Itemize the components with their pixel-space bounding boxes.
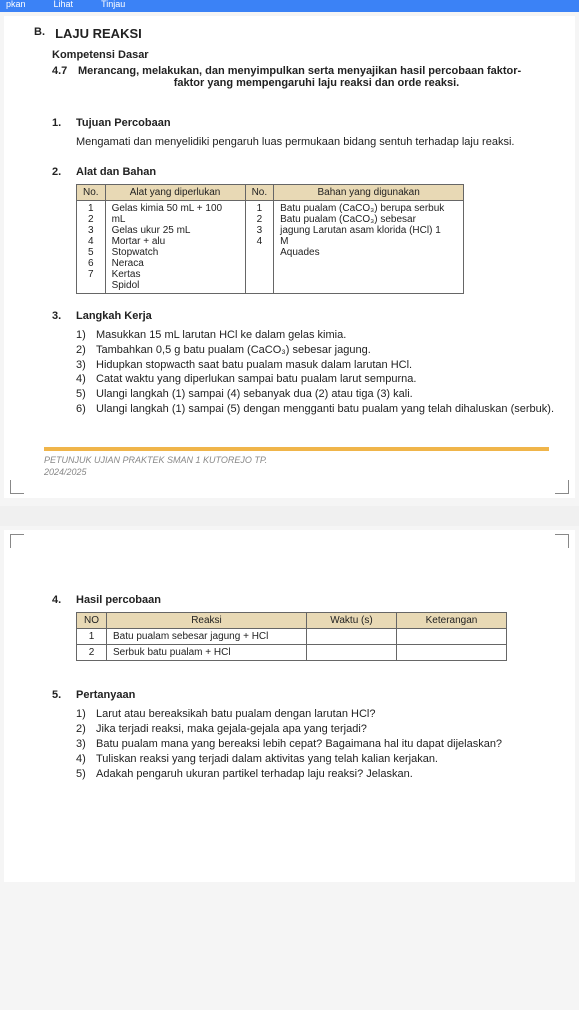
sub-title: Pertanyaan (76, 689, 135, 701)
list-number: 2) (76, 722, 96, 737)
th-no: No. (245, 184, 274, 200)
sub-title: Hasil percobaan (76, 594, 161, 606)
list-text: Batu pualam mana yang bereaksi lebih cep… (96, 737, 559, 752)
section-title: LAJU REAKSI (55, 26, 142, 41)
list-text: Ulangi langkah (1) sampai (4) sebanyak d… (96, 387, 559, 402)
kd-label: Kompetensi Dasar (52, 49, 559, 61)
list-text: Adakah pengaruh ukuran partikel terhadap… (96, 767, 559, 782)
table-cell: 1 (77, 629, 107, 645)
sub-number: 4. (52, 594, 76, 606)
corner-icon (10, 534, 24, 548)
sub-title: Tujuan Percobaan (76, 117, 171, 129)
table-cell (397, 645, 507, 661)
list-text: Hidupkan stopwacth saat batu pualam masu… (96, 358, 559, 373)
sub-number: 3. (52, 310, 76, 322)
sub-number: 2. (52, 166, 76, 178)
list-number: 1) (76, 328, 96, 343)
sub-number: 1. (52, 117, 76, 129)
th-ket: Keterangan (397, 613, 507, 629)
list-number: 4) (76, 372, 96, 387)
corner-icon (10, 480, 24, 494)
bahan-items: Batu pualam (CaCO₃) berupa serbuk Batu p… (274, 200, 464, 293)
subsection-pertanyaan: 5. Pertanyaan (52, 689, 559, 701)
list-number: 5) (76, 387, 96, 402)
list-text: Masukkan 15 mL larutan HCl ke dalam gela… (96, 328, 559, 343)
section-letter: B. (34, 26, 52, 38)
th-alat: Alat yang diperlukan (105, 184, 245, 200)
bahan-nos: 1 2 3 4 (245, 200, 274, 293)
footer-bar (44, 445, 549, 451)
list-text: Jika terjadi reaksi, maka gejala-gejala … (96, 722, 559, 737)
corner-icon (555, 534, 569, 548)
th-no: NO (77, 613, 107, 629)
th-bahan: Bahan yang digunakan (274, 184, 464, 200)
th-reaksi: Reaksi (107, 613, 307, 629)
hasil-table: NO Reaksi Waktu (s) Keterangan 1Batu pua… (76, 612, 507, 661)
list-number: 4) (76, 752, 96, 767)
list-number: 1) (76, 707, 96, 722)
table-cell: Serbuk batu pualam + HCl (107, 645, 307, 661)
kd-number: 4.7 (52, 65, 78, 77)
table-cell (307, 645, 397, 661)
list-text: Tambahkan 0,5 g batu pualam (CaCO₃) sebe… (96, 343, 559, 358)
list-number: 3) (76, 358, 96, 373)
page-2: 4. Hasil percobaan NO Reaksi Waktu (s) K… (4, 530, 575, 881)
alat-items: Gelas kimia 50 mL + 100 mL Gelas ukur 25… (105, 200, 245, 293)
subsection-langkah: 3. Langkah Kerja (52, 310, 559, 322)
list-number: 6) (76, 402, 96, 417)
page-gap (0, 506, 579, 526)
tujuan-body: Mengamati dan menyelidiki pengaruh luas … (76, 135, 549, 150)
langkah-list: 1)Masukkan 15 mL larutan HCl ke dalam ge… (76, 328, 559, 417)
alat-nos: 1 2 3 4 5 6 7 (77, 200, 106, 293)
sub-number: 5. (52, 689, 76, 701)
list-text: Catat waktu yang diperlukan sampai batu … (96, 372, 559, 387)
alat-table: No. Alat yang diperlukan No. Bahan yang … (76, 184, 464, 294)
menu-item[interactable]: pkan (6, 0, 26, 8)
page-1: B. LAJU REAKSI Kompetensi Dasar 4.7 Mera… (4, 16, 575, 498)
table-cell: Batu pualam sebesar jagung + HCl (107, 629, 307, 645)
list-text: Tuliskan reaksi yang terjadi dalam aktiv… (96, 752, 559, 767)
pertanyaan-list: 1)Larut atau bereaksikah batu pualam den… (76, 707, 559, 781)
kd-text-line2: faktor yang mempengaruhi laju reaksi dan… (114, 77, 519, 89)
th-waktu: Waktu (s) (307, 613, 397, 629)
menu-item[interactable]: Lihat (54, 0, 74, 8)
footer-text: PETUNJUK UJIAN PRAKTEK SMAN 1 KUTOREJO T… (44, 455, 549, 478)
table-cell: 2 (77, 645, 107, 661)
menu-bar: pkan Lihat Tinjau (0, 0, 579, 12)
sub-title: Langkah Kerja (76, 310, 152, 322)
menu-item[interactable]: Tinjau (101, 0, 125, 8)
sub-title: Alat dan Bahan (76, 166, 156, 178)
subsection-hasil: 4. Hasil percobaan (52, 594, 559, 606)
table-cell (397, 629, 507, 645)
list-text: Larut atau bereaksikah batu pualam denga… (96, 707, 559, 722)
subsection-tujuan: 1. Tujuan Percobaan (52, 117, 559, 129)
list-number: 2) (76, 343, 96, 358)
list-text: Ulangi langkah (1) sampai (5) dengan men… (96, 402, 559, 417)
list-number: 5) (76, 767, 96, 782)
list-number: 3) (76, 737, 96, 752)
kd-text-line1: Merancang, melakukan, dan menyimpulkan s… (78, 65, 559, 77)
th-no: No. (77, 184, 106, 200)
corner-icon (555, 480, 569, 494)
table-cell (307, 629, 397, 645)
subsection-alat: 2. Alat dan Bahan (52, 166, 559, 178)
